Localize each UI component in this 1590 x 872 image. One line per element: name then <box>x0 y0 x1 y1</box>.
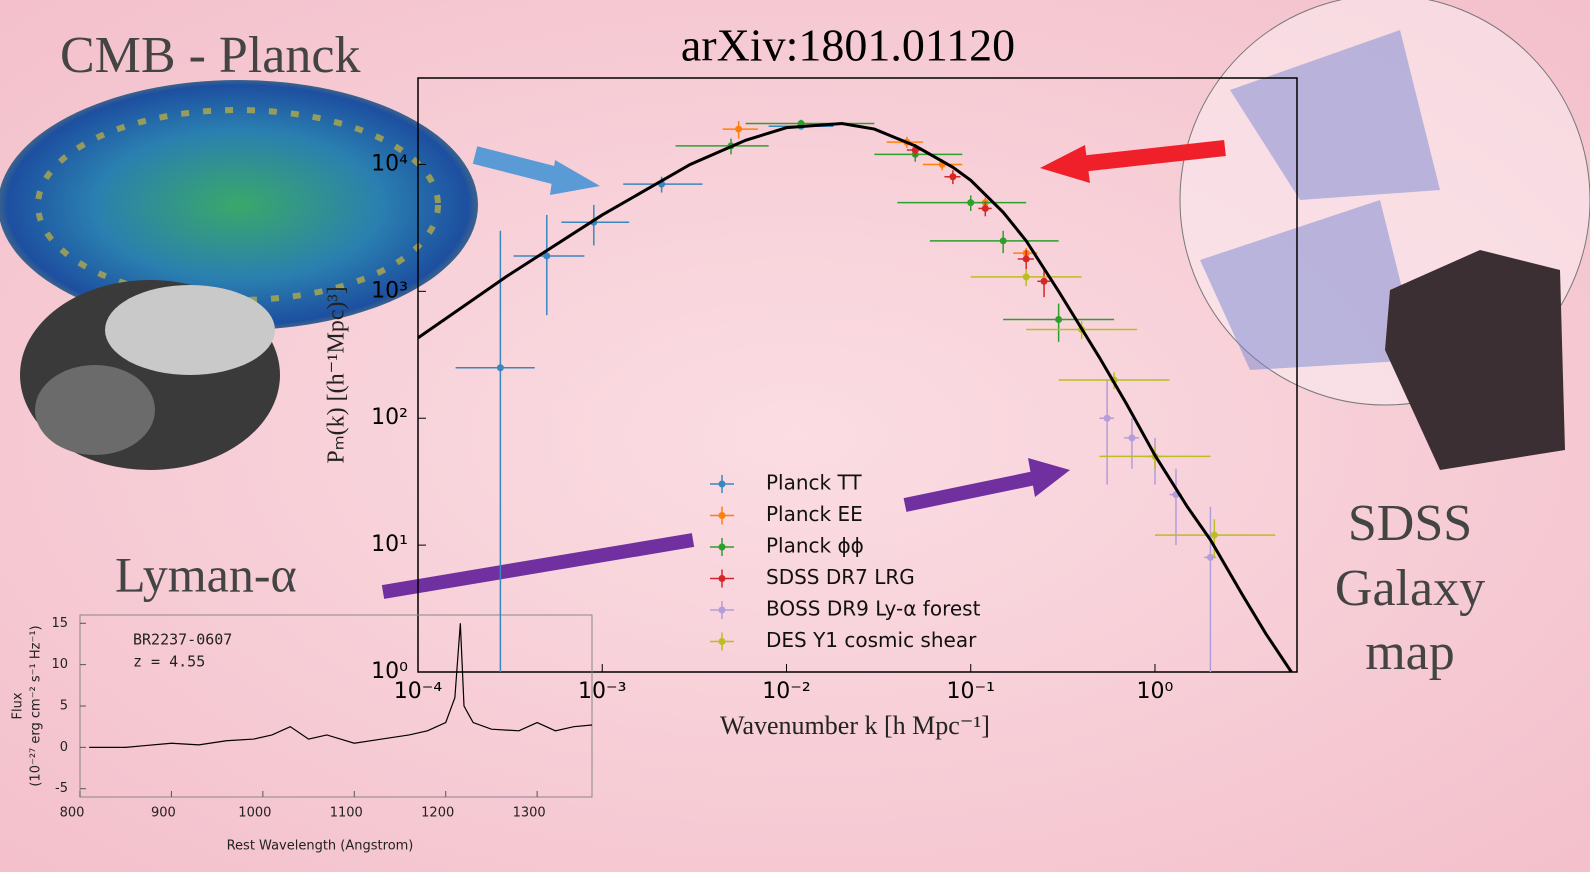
spectrum-y-label: Flux <box>11 692 26 719</box>
x-tick-label: 1000 <box>238 806 271 821</box>
data-point <box>1055 316 1062 323</box>
y-tick-label: 15 <box>51 616 68 631</box>
y-tick-label: 10¹ <box>371 532 408 557</box>
legend-marker <box>719 544 726 551</box>
x-tick-label: 10⁻¹ <box>947 679 995 704</box>
legend-marker <box>719 481 726 488</box>
x-tick-label: 800 <box>60 806 85 821</box>
y-axis-label: Pₘ(k) [(h⁻¹Mpc)³] <box>324 286 350 463</box>
spectrum-annotation: BR2237-0607 <box>133 631 232 649</box>
legend-marker <box>719 512 726 519</box>
y-tick-label: 10³ <box>371 278 408 303</box>
data-point <box>1104 415 1111 422</box>
x-axis-label: Wavenumber k [h Mpc⁻¹] <box>720 711 990 740</box>
data-point <box>1023 273 1030 280</box>
x-tick-label: 10⁻² <box>762 679 810 704</box>
y-tick-label: 10 <box>51 657 68 672</box>
x-tick-label: 10⁰ <box>1137 679 1174 704</box>
x-tick-label: 1200 <box>421 806 454 821</box>
slide-label: Galaxy <box>1335 560 1485 617</box>
y-tick-label: 10⁴ <box>371 151 408 176</box>
slide-label: CMB - Planck <box>60 27 360 84</box>
spectrum-annotation: z = 4.55 <box>133 653 205 671</box>
x-tick-label: 1100 <box>330 806 363 821</box>
slide-label: SDSS <box>1348 495 1472 552</box>
data-point <box>497 364 504 371</box>
data-point <box>1023 255 1030 262</box>
data-point <box>1000 237 1007 244</box>
planck-body <box>35 365 155 455</box>
y-tick-label: 10⁰ <box>371 659 408 684</box>
legend-label: BOSS DR9 Ly-α forest <box>766 597 981 621</box>
data-point <box>1128 434 1135 441</box>
spectrum-y-label: (10⁻²⁷ erg cm⁻² s⁻¹ Hz⁻¹) <box>29 625 44 786</box>
legend-label: Planck ϕϕ <box>766 534 864 558</box>
page: CMB - Planck Lyman-α SDSS Galaxy map arX… <box>0 0 1590 872</box>
slide-label: Lyman-α <box>115 546 297 602</box>
legend-label: DES Y1 cosmic shear <box>766 628 977 652</box>
spectrum-x-label: Rest Wavelength (Angstrom) <box>227 839 414 854</box>
data-point <box>1211 532 1218 539</box>
y-tick-label: 5 <box>60 699 68 714</box>
data-point <box>949 173 956 180</box>
data-point <box>735 126 742 133</box>
data-point <box>967 199 974 206</box>
legend-label: SDSS DR7 LRG <box>766 565 915 589</box>
y-tick-label: 10² <box>371 405 408 430</box>
y-tick-label: 0 <box>60 740 68 755</box>
legend-marker <box>719 638 726 645</box>
slide-label: map <box>1365 624 1455 681</box>
x-tick-label: 10⁻³ <box>578 679 626 704</box>
legend-marker <box>719 575 726 582</box>
x-tick-label: 900 <box>151 806 176 821</box>
chart-title: arXiv:1801.01120 <box>681 20 1015 71</box>
data-point <box>1207 554 1214 561</box>
legend-label: Planck EE <box>766 502 863 526</box>
slide: CMB - Planck Lyman-α SDSS Galaxy map arX… <box>0 0 1590 872</box>
y-tick-label: -5 <box>55 781 68 796</box>
data-point <box>1041 278 1048 285</box>
x-tick-label: 1300 <box>513 806 546 821</box>
legend-marker <box>719 607 726 614</box>
planck-mirror <box>105 285 275 375</box>
data-point <box>982 205 989 212</box>
legend-label: Planck TT <box>766 471 862 495</box>
